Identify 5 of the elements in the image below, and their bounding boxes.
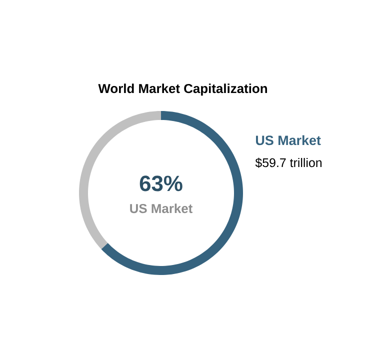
data-label: 63% [140,176,182,192]
chart-title: World Market Capitalization [98,84,267,96]
text: US Market [256,135,321,146]
text: $59.7 trillion [255,158,322,168]
slice-label: US Market [130,204,192,214]
